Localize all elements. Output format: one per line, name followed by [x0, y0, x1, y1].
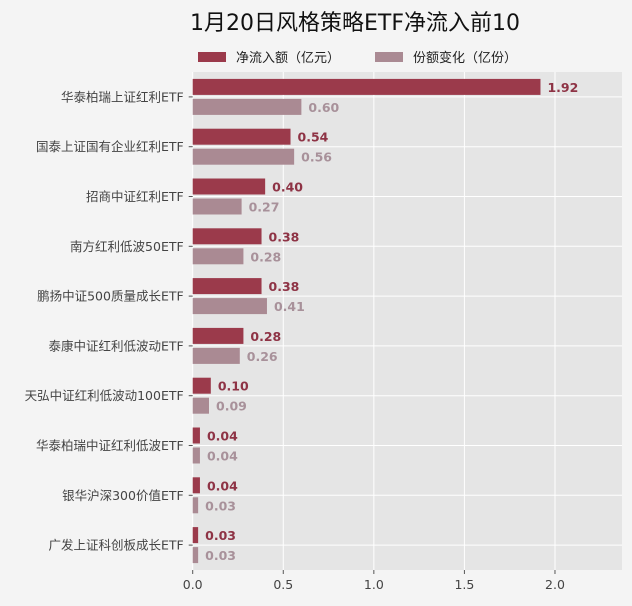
bar-share-change [192, 248, 244, 265]
bar-net-inflow [192, 228, 262, 245]
x-tick-label: 1.5 [454, 577, 474, 592]
bar-share-change [192, 497, 199, 514]
category-label: 华泰柏瑞上证红利ETF [61, 89, 184, 104]
bar-net-inflow [192, 278, 262, 295]
chart-title: 1月20日风格策略ETF净流入前10 [190, 11, 520, 36]
bar-share-change [192, 98, 302, 115]
bar-share-change [192, 148, 295, 165]
category-label: 泰康中证红利低波动ETF [48, 338, 183, 353]
bar-share-change [192, 298, 267, 315]
bar-net-inflow [192, 128, 291, 145]
data-label-share-change: 0.41 [274, 299, 305, 314]
category-label: 招商中证红利ETF [86, 189, 184, 204]
bar-net-inflow [192, 477, 200, 494]
data-label-net-inflow: 0.28 [250, 329, 281, 344]
category-label: 华泰柏瑞中证红利低波ETF [36, 438, 184, 453]
data-label-share-change: 0.27 [249, 200, 280, 215]
category-label: 国泰上证国有企业红利ETF [36, 139, 184, 154]
bar-share-change [192, 397, 210, 414]
legend: 净流入额（亿元） 份额变化（亿份） [198, 50, 517, 66]
data-label-net-inflow: 0.04 [207, 429, 238, 444]
bar-net-inflow [192, 327, 244, 344]
data-label-share-change: 0.56 [301, 150, 332, 165]
legend-swatch-net-inflow [198, 52, 226, 62]
x-tick-label: 2.0 [545, 577, 565, 592]
bar-net-inflow [192, 78, 541, 95]
category-label: 南方红利低波50ETF [70, 239, 184, 254]
bar-share-change [192, 547, 199, 564]
data-label-share-change: 0.04 [207, 449, 238, 464]
x-tick-label: 1.0 [364, 577, 384, 592]
data-label-net-inflow: 0.10 [218, 379, 249, 394]
bar-net-inflow [192, 427, 200, 444]
x-tick-label: 0.0 [183, 577, 203, 592]
bar-net-inflow [192, 527, 199, 544]
legend-label-share-change: 份额变化（亿份） [413, 50, 517, 66]
bar-net-inflow [192, 178, 266, 195]
data-label-share-change: 0.26 [247, 349, 278, 364]
data-label-share-change: 0.03 [205, 548, 236, 563]
data-label-net-inflow: 0.04 [207, 478, 238, 493]
data-label-net-inflow: 0.38 [269, 279, 300, 294]
legend-label-net-inflow: 净流入额（亿元） [236, 51, 340, 66]
bar-share-change [192, 198, 242, 215]
category-label: 广发上证科创板成长ETF [48, 538, 183, 553]
category-label: 天弘中证红利低波动100ETF [25, 388, 184, 403]
bar-share-change [192, 347, 240, 364]
data-label-net-inflow: 0.54 [298, 130, 329, 145]
data-label-net-inflow: 1.92 [547, 80, 578, 95]
data-label-share-change: 0.09 [216, 399, 247, 414]
legend-swatch-share-change [375, 52, 403, 62]
category-label: 鹏扬中证500质量成长ETF [37, 289, 184, 304]
data-label-net-inflow: 0.38 [269, 229, 300, 244]
category-label: 银华沪深300价值ETF [62, 488, 184, 503]
data-label-share-change: 0.03 [205, 498, 236, 513]
bar-share-change [192, 447, 200, 464]
x-tick-label: 0.5 [273, 577, 293, 592]
bar-net-inflow [192, 377, 211, 394]
plot-area: 0.0 0.5 1.0 1.5 2.0 华泰柏瑞上证红利ETF 国泰上证国有企业红利ETF 招… [25, 72, 622, 592]
data-label-net-inflow: 0.03 [205, 528, 236, 543]
data-label-share-change: 0.60 [308, 100, 339, 115]
data-label-share-change: 0.28 [250, 249, 281, 264]
data-label-net-inflow: 0.40 [272, 180, 303, 195]
